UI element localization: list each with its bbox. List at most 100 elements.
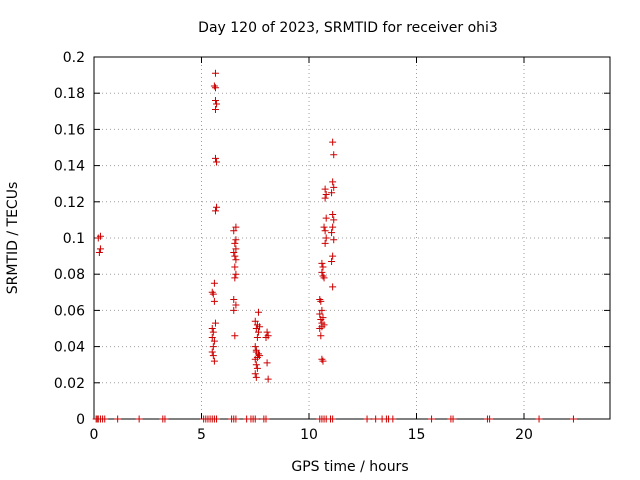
data-point [213, 100, 221, 108]
data-point [317, 297, 325, 305]
data-point [252, 325, 260, 332]
data-point [321, 239, 329, 247]
data-point [232, 245, 240, 253]
data-point [213, 158, 221, 166]
data-point [208, 288, 216, 296]
data-point [252, 361, 260, 369]
y-tick-label: 0.02 [54, 376, 85, 392]
data-point [209, 328, 217, 336]
data-point [328, 229, 336, 237]
data-point [372, 415, 380, 423]
data-point [135, 415, 143, 423]
data-point [232, 223, 240, 231]
data-point [208, 348, 216, 356]
data-point [428, 415, 436, 423]
data-point [321, 194, 329, 202]
data-point [329, 210, 337, 218]
data-point [486, 415, 494, 423]
data-point [330, 216, 338, 224]
data-point [210, 279, 218, 287]
data-point [319, 272, 327, 280]
data-point [231, 239, 239, 247]
x-axis-label: GPS time / hours [291, 459, 408, 475]
data-point [316, 325, 324, 332]
data-point [232, 415, 240, 423]
x-tick-label: 10 [300, 427, 318, 443]
data-point [213, 415, 221, 423]
data-point [318, 268, 326, 276]
data-point [321, 185, 329, 193]
data-point [209, 352, 217, 360]
data-point [210, 297, 218, 305]
data-point [569, 415, 577, 423]
data-point [318, 306, 326, 314]
data-point [329, 283, 337, 291]
data-point [231, 263, 239, 271]
data-point [96, 245, 104, 253]
data-point [210, 82, 218, 90]
y-tick-label: 0.08 [54, 267, 85, 283]
data-point [96, 232, 104, 240]
data-point [210, 337, 218, 345]
data-point [254, 308, 262, 316]
data-point [230, 248, 238, 256]
data-point [232, 270, 240, 278]
data-point [210, 357, 218, 365]
y-tick-label: 0.16 [54, 122, 85, 138]
data-point [328, 258, 336, 266]
data-point [251, 415, 259, 423]
data-point [231, 252, 239, 260]
data-point [317, 315, 325, 323]
data-point [231, 274, 239, 282]
data-point [321, 227, 329, 235]
data-point [318, 259, 326, 267]
chart-title: Day 120 of 2023, SRMTID for receiver ohi… [198, 20, 498, 36]
data-point [389, 415, 397, 423]
data-point [114, 415, 122, 423]
data-point [263, 328, 271, 336]
data-point [330, 151, 338, 159]
data-point [316, 310, 324, 318]
y-axis-label: SRMTID / TECUs [5, 182, 21, 295]
data-point [262, 334, 270, 342]
y-tick-label: 0.1 [63, 231, 85, 247]
y-tick-label: 0.06 [54, 303, 85, 319]
data-point [329, 138, 337, 146]
grid [94, 57, 610, 419]
data-point [208, 325, 216, 332]
data-point [264, 375, 272, 383]
data-point [230, 306, 238, 314]
data-point [253, 334, 261, 342]
data-point [256, 352, 264, 360]
data-point [262, 415, 270, 423]
y-tick-label: 0.12 [54, 195, 85, 211]
data-point [322, 214, 330, 222]
data-point [230, 296, 238, 304]
data-point [95, 248, 103, 256]
data-point [232, 256, 240, 264]
data-point [319, 357, 327, 365]
data-point [320, 274, 328, 282]
data-point [232, 301, 240, 309]
data-point [329, 223, 337, 231]
data-point [328, 189, 336, 197]
x-tick-label: 5 [197, 427, 206, 443]
data-point [251, 317, 259, 325]
data-point [161, 415, 169, 423]
data-point [251, 370, 259, 378]
data-point [230, 227, 238, 235]
x-tick-label: 0 [90, 427, 99, 443]
data-point [101, 415, 109, 423]
data-point [320, 223, 328, 231]
data-point [256, 323, 264, 331]
y-tick-label: 0.04 [54, 340, 85, 356]
data-point [329, 415, 337, 423]
y-tick-label: 0.14 [54, 159, 85, 175]
data-point [322, 191, 330, 199]
data-point [316, 296, 324, 304]
data-point [213, 203, 221, 211]
data-point [329, 178, 337, 186]
data-point [209, 290, 217, 298]
data-point [330, 183, 338, 191]
